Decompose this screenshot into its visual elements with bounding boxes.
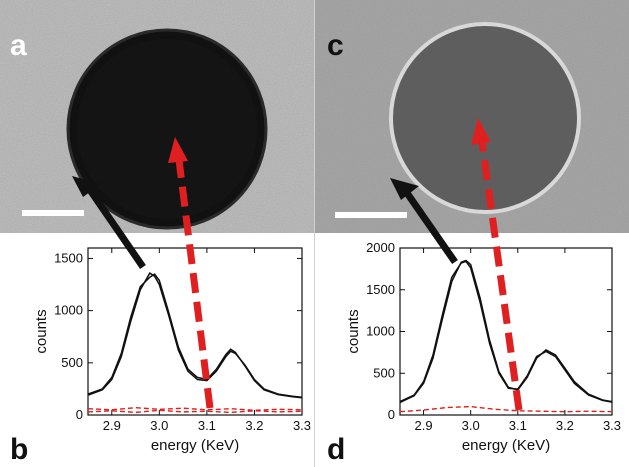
x-tick-label: 3.3 bbox=[603, 418, 621, 433]
right-panel: c 2.9 3.0 3.1 3.2 3.3 0 500 1000 1500 2000 energy … bbox=[315, 0, 629, 467]
series-line-4 bbox=[87, 409, 303, 414]
arrows-right bbox=[390, 118, 523, 411]
x-axis-label: energy (KeV) bbox=[151, 437, 239, 454]
y-tick-label: 500 bbox=[373, 365, 395, 380]
y-tick-label: 1500 bbox=[366, 282, 395, 297]
x-tick-label: 3.3 bbox=[293, 418, 311, 433]
x-tick-label: 2.9 bbox=[415, 418, 433, 433]
x-tick-label: 3.2 bbox=[556, 418, 574, 433]
black-arrow-shaft bbox=[87, 188, 146, 269]
series-line-2 bbox=[399, 260, 613, 403]
series-line-3 bbox=[87, 406, 303, 412]
panel-divider bbox=[314, 0, 315, 467]
red-arrow-shaft bbox=[175, 159, 214, 409]
black-arrow-head bbox=[390, 178, 419, 200]
x-tick-label: 2.9 bbox=[103, 418, 121, 433]
sem-image-a bbox=[0, 0, 314, 233]
y-axis-label: counts bbox=[33, 309, 50, 353]
x-tick-label: 3.2 bbox=[245, 418, 263, 433]
x-tick-label: 3.0 bbox=[150, 418, 168, 433]
y-tick-label: 2000 bbox=[366, 240, 395, 255]
series-line-2 bbox=[87, 273, 303, 399]
black-arrow-head bbox=[72, 176, 101, 197]
x-axis-label: energy (KeV) bbox=[462, 437, 550, 454]
chart-d: 2.9 3.0 3.1 3.2 3.3 0 500 1000 1500 2000 energy (K… bbox=[345, 240, 621, 454]
x-tick-label: 3.0 bbox=[462, 418, 480, 433]
panel-label-b: b bbox=[10, 433, 28, 466]
left-panel-svg: a 2.9 3.0 3.1 3.2 3.3 0 500 1000 1500 energy (KeV… bbox=[0, 0, 314, 467]
scale-bar-a bbox=[22, 210, 84, 216]
red-arrow-head bbox=[168, 137, 188, 163]
panel-label-c: c bbox=[327, 29, 344, 62]
series-line-3 bbox=[399, 405, 613, 413]
y-tick-label: 0 bbox=[388, 407, 395, 422]
y-tick-label: 0 bbox=[76, 407, 83, 422]
plot-frame bbox=[87, 247, 303, 416]
black-arrow-shaft bbox=[404, 191, 458, 264]
panel-label-d: d bbox=[327, 433, 345, 466]
x-tick-label: 3.1 bbox=[509, 418, 527, 433]
y-tick-label: 1000 bbox=[54, 303, 83, 318]
right-panel-svg: c 2.9 3.0 3.1 3.2 3.3 0 500 1000 1500 2000 energy … bbox=[315, 0, 629, 467]
y-tick-label: 1000 bbox=[366, 324, 395, 339]
x-tick-label: 3.1 bbox=[198, 418, 216, 433]
red-arrow-shaft bbox=[478, 141, 523, 411]
left-panel: a 2.9 3.0 3.1 3.2 3.3 0 500 1000 1500 energy (KeV… bbox=[0, 0, 314, 467]
arrows-left bbox=[72, 137, 214, 409]
panel-label-a: a bbox=[10, 29, 27, 62]
sem-image-c bbox=[315, 0, 629, 233]
chart-b: 2.9 3.0 3.1 3.2 3.3 0 500 1000 1500 energy (KeV) c… bbox=[33, 247, 311, 454]
hole-c bbox=[389, 22, 581, 214]
y-tick-label: 1500 bbox=[54, 250, 83, 265]
y-axis-label: counts bbox=[345, 309, 362, 353]
series-line-1 bbox=[87, 272, 303, 399]
scale-bar-c bbox=[335, 212, 407, 218]
red-arrow-head bbox=[471, 118, 491, 145]
y-tick-label: 500 bbox=[61, 355, 83, 370]
